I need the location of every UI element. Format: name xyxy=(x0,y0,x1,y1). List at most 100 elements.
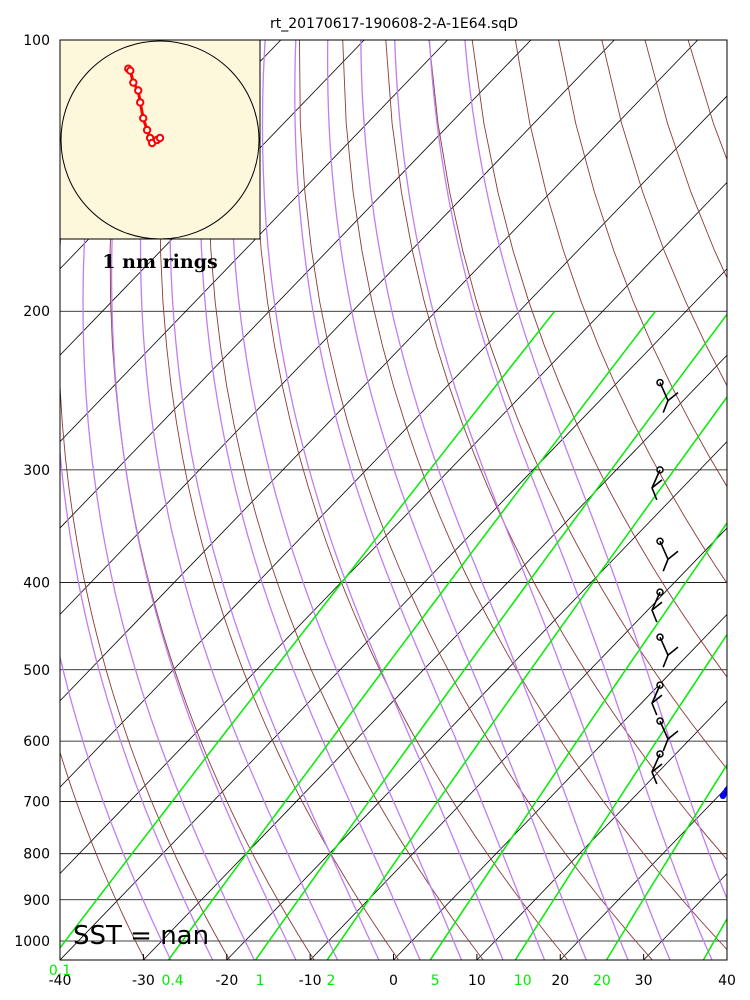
dewpoint-point xyxy=(744,767,749,772)
moist-adiabat-line xyxy=(199,40,421,960)
isotherm-line xyxy=(643,873,727,960)
inset-track-point xyxy=(139,114,148,123)
inset-label: 1 nm rings xyxy=(102,251,217,273)
isotherm-line xyxy=(143,354,727,960)
dry-adiabat-line xyxy=(731,40,750,960)
wind-barb-flag xyxy=(651,763,663,773)
mixing-ratio-line xyxy=(167,310,656,960)
wind-barb-staff xyxy=(659,540,669,572)
isotherm-line xyxy=(309,527,727,960)
isotherm-line xyxy=(726,959,727,960)
dewpoint-point xyxy=(737,773,742,778)
mixing-ratio-line xyxy=(514,633,727,960)
isotherm-line xyxy=(60,95,727,788)
inset-track-point xyxy=(134,86,143,95)
dry-adiabat-line xyxy=(471,40,727,678)
moist-adiabat-line xyxy=(428,40,713,960)
grid-clip xyxy=(60,40,750,960)
dry-adiabat-line xyxy=(601,40,727,387)
wind-barb xyxy=(656,633,679,668)
mixing-ratio-label: 2 xyxy=(327,973,336,989)
dry-adiabat-line xyxy=(299,40,653,960)
temperature-point xyxy=(733,793,738,798)
inset-track-point xyxy=(142,125,152,135)
mixing-ratio-line xyxy=(60,310,556,950)
wind-barb-flag xyxy=(651,694,663,704)
mixing-ratio-label: 10 xyxy=(514,973,532,989)
wind-barb xyxy=(656,717,679,752)
moist-adiabat-line xyxy=(261,40,504,960)
x-tick-label: 10 xyxy=(468,973,486,989)
y-tick-label: 500 xyxy=(23,663,50,679)
isotherm-line xyxy=(60,40,698,702)
chart-title: rt_20170617-190608-2-A-1E64.sqD xyxy=(270,16,518,32)
x-tick-label: 0 xyxy=(389,973,398,989)
isotherm-line xyxy=(476,700,727,960)
hodograph-inset xyxy=(59,39,261,240)
sst-annotation: SST = nan xyxy=(73,921,209,951)
moist-adiabat-line xyxy=(60,40,172,960)
dewpoint-point xyxy=(733,776,738,781)
mixing-ratio-labels: 0.1 0.4 1 2 5 10 20 xyxy=(49,963,611,989)
mixing-ratio-label: 0.1 xyxy=(49,963,71,979)
dry-adiabat-line xyxy=(253,40,569,960)
moist-adiabat-line xyxy=(139,40,339,960)
isotherm-line xyxy=(60,40,448,443)
moist-adiabat-line xyxy=(169,40,380,960)
inset-range-ring xyxy=(60,40,260,240)
x-tick-label: -20 xyxy=(215,973,238,989)
x-tick-label: 20 xyxy=(551,973,569,989)
y-tick-label: 600 xyxy=(23,734,50,750)
x-tick-label: -40 xyxy=(49,973,72,989)
wind-barb xyxy=(651,681,664,716)
wind-barb-flag xyxy=(651,601,663,611)
y-tick-label: 800 xyxy=(23,847,50,863)
mixing-ratio-line xyxy=(254,313,727,960)
inset-track-point xyxy=(155,133,165,143)
dry-adiabat-line xyxy=(60,957,62,960)
wind-barb xyxy=(651,466,664,501)
moist-adiabat-line xyxy=(360,40,629,960)
wind-barb xyxy=(656,378,679,413)
dewpoint-point xyxy=(731,779,736,784)
moist-adiabat-line xyxy=(82,40,255,960)
x-tick-label: 30 xyxy=(635,973,653,989)
moist-adiabat-line xyxy=(110,40,297,960)
background-lines xyxy=(60,40,750,960)
dry-adiabat-line xyxy=(558,40,727,488)
mixing-ratio-label: 20 xyxy=(593,973,611,989)
wind-barb-flag xyxy=(667,730,679,740)
isotherm-line xyxy=(60,40,615,615)
temperature-axis: -40 -30 -20 -10 0 10 20 30 40 xyxy=(49,954,736,989)
dry-adiabat-line xyxy=(60,40,231,960)
temperature-point xyxy=(743,787,748,792)
wind-barb-staff xyxy=(659,636,669,668)
dewpoint-point xyxy=(729,782,734,787)
moist-adiabat-line xyxy=(230,40,463,960)
dewpoint-point xyxy=(740,770,745,775)
inset-track-point xyxy=(126,66,135,75)
isotherm-line xyxy=(60,268,727,960)
pressure-axis: 100 200 300 400 500 600 700 800 900 1000 xyxy=(14,33,50,950)
wind-barb-flag xyxy=(651,479,663,489)
inset-track-point xyxy=(136,98,145,107)
moist-adiabat-line xyxy=(60,40,214,960)
temperature-point xyxy=(736,791,741,796)
wind-barb xyxy=(651,750,664,785)
wind-barb xyxy=(656,537,679,572)
y-tick-label: 900 xyxy=(23,893,50,909)
wind-barbs xyxy=(651,378,679,785)
isotherm-line xyxy=(226,441,727,960)
temperature-line xyxy=(735,369,750,796)
y-tick-label: 100 xyxy=(23,33,50,49)
mixing-ratio-label: 1 xyxy=(256,973,265,989)
temperature-point xyxy=(746,786,750,791)
dry-adiabat-line xyxy=(342,40,727,951)
wind-barb-flag xyxy=(667,391,679,402)
dry-adiabat-line xyxy=(514,40,727,584)
x-tick-label: 40 xyxy=(718,973,736,989)
dry-adiabat-line xyxy=(159,40,400,960)
isotherm-line xyxy=(60,40,532,529)
wind-barb-staff xyxy=(659,382,669,413)
